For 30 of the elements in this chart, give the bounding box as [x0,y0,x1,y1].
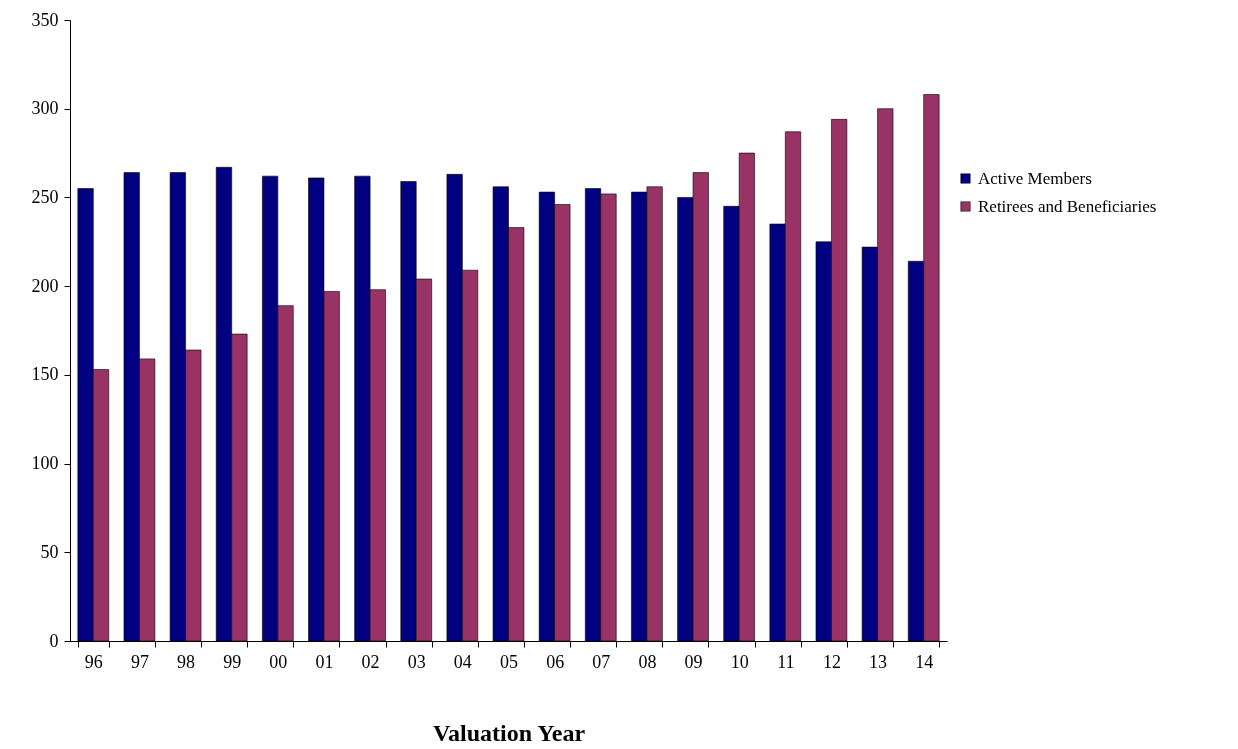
x-tick-label: 10 [730,651,749,672]
x-tick-label: 09 [684,651,703,672]
y-tick-label: 100 [31,453,59,474]
x-tick-label: 00 [269,651,288,672]
x-tick-label: 98 [177,651,196,672]
y-tick-label: 250 [31,186,59,207]
x-tick-label: 96 [84,651,103,672]
x-tick-label: 01 [315,651,334,672]
y-tick-label: 150 [31,364,59,385]
y-tick-label: 350 [31,9,59,30]
x-tick-label: 08 [638,651,657,672]
x-tick-label: 02 [361,651,380,672]
y-tick-label: 200 [31,275,59,296]
legend-label: Retirees and Beneficiaries [978,196,1157,216]
x-tick-label: 13 [869,651,888,672]
x-tick-label: 07 [592,651,611,672]
y-tick-label: 0 [49,630,59,651]
x-tick-label: 05 [500,651,518,672]
x-axis-title: Valuation Year [432,719,586,746]
x-tick-label: 99 [223,651,242,672]
x-tick-label: 97 [130,651,149,672]
y-tick-label: 300 [31,98,59,119]
x-tick-label: 12 [822,651,841,672]
y-tick-label: 50 [40,541,59,562]
x-tick-label: 06 [546,651,565,672]
legend-label: Active Members [978,168,1092,188]
x-tick-label: 11 [777,651,795,672]
x-tick-label: 03 [407,651,426,672]
x-tick-label: 04 [453,651,472,672]
x-tick-label: 14 [915,651,934,672]
